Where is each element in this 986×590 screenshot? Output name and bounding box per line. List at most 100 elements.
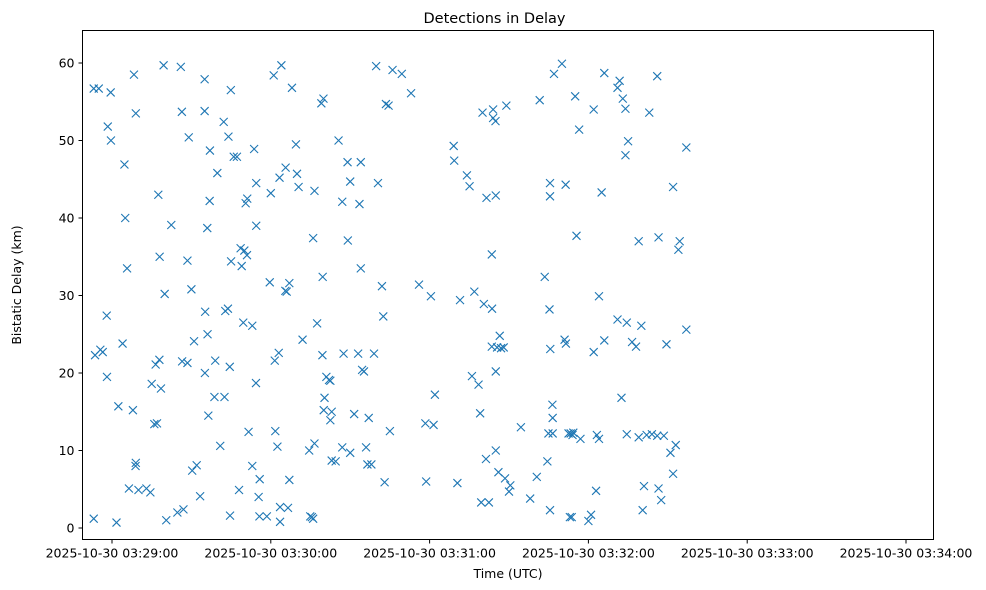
data-point xyxy=(195,491,205,501)
data-point xyxy=(337,197,347,207)
data-point xyxy=(282,287,292,297)
data-point xyxy=(545,505,555,515)
data-point xyxy=(187,466,197,476)
data-point xyxy=(356,263,366,273)
data-point xyxy=(232,152,242,162)
data-point xyxy=(220,392,229,402)
data-point xyxy=(570,91,580,101)
data-point xyxy=(652,71,662,81)
data-point xyxy=(586,510,596,520)
data-point xyxy=(429,420,438,430)
data-point xyxy=(223,304,233,314)
data-point xyxy=(631,342,641,352)
data-point xyxy=(292,169,302,179)
data-point xyxy=(364,413,374,423)
data-point xyxy=(179,505,188,514)
data-point xyxy=(327,407,337,417)
data-point xyxy=(249,144,259,154)
data-point xyxy=(487,304,497,314)
data-point xyxy=(491,116,500,126)
data-point xyxy=(210,356,220,365)
data-point xyxy=(488,105,498,114)
data-point xyxy=(500,474,510,483)
data-point xyxy=(166,220,176,230)
data-point xyxy=(275,517,285,527)
data-point xyxy=(455,295,465,305)
data-point xyxy=(287,83,297,93)
data-point xyxy=(681,143,691,152)
data-point xyxy=(192,460,202,470)
data-point xyxy=(599,68,609,78)
data-point xyxy=(476,498,486,507)
data-point xyxy=(202,223,212,233)
data-point xyxy=(270,426,280,436)
data-point xyxy=(584,516,593,526)
data-point xyxy=(247,461,257,471)
data-point xyxy=(251,378,261,388)
data-point xyxy=(594,434,604,444)
data-point xyxy=(172,508,182,517)
data-point xyxy=(545,191,555,201)
data-point xyxy=(320,393,329,403)
data-point xyxy=(319,94,328,104)
data-point xyxy=(337,443,347,452)
data-point xyxy=(183,358,192,368)
data-point xyxy=(449,156,459,166)
data-point xyxy=(384,101,393,111)
data-point xyxy=(128,405,138,415)
data-point xyxy=(634,432,644,442)
data-point xyxy=(378,312,388,321)
data-point xyxy=(298,335,307,345)
data-point xyxy=(487,250,497,259)
data-point xyxy=(345,448,355,458)
data-point xyxy=(574,125,584,135)
data-point xyxy=(420,418,430,428)
data-point xyxy=(414,280,424,290)
data-point xyxy=(597,188,607,197)
marker-layer xyxy=(89,59,691,527)
data-point xyxy=(241,198,251,208)
data-point xyxy=(576,434,585,444)
data-point xyxy=(469,287,479,297)
data-point xyxy=(363,460,372,469)
data-point xyxy=(262,511,272,521)
data-point xyxy=(373,178,383,188)
data-point xyxy=(496,343,506,353)
data-point xyxy=(622,429,632,439)
data-point xyxy=(501,101,511,111)
data-point xyxy=(176,62,186,72)
data-point xyxy=(200,307,210,317)
data-point xyxy=(449,141,459,151)
data-point xyxy=(153,190,163,200)
data-point xyxy=(540,272,550,282)
data-point xyxy=(557,59,567,69)
data-point xyxy=(516,422,526,432)
data-point xyxy=(103,122,113,131)
data-point xyxy=(102,311,112,321)
x-axis-label: Time (UTC) xyxy=(472,566,542,581)
data-point xyxy=(247,321,257,331)
data-point xyxy=(666,448,675,458)
data-point xyxy=(369,349,379,359)
data-point xyxy=(505,480,515,490)
data-point xyxy=(312,319,322,328)
data-point xyxy=(591,486,601,496)
data-point xyxy=(325,376,335,386)
data-point xyxy=(155,252,165,262)
data-point xyxy=(238,318,248,328)
data-point xyxy=(160,289,170,299)
data-point xyxy=(668,182,678,192)
data-point xyxy=(499,343,509,352)
data-point xyxy=(106,136,116,145)
data-point xyxy=(397,69,407,79)
data-point xyxy=(371,61,381,71)
data-point xyxy=(325,415,335,425)
data-point xyxy=(548,400,557,410)
data-point xyxy=(621,104,630,114)
data-point xyxy=(106,88,116,97)
data-point xyxy=(276,60,286,70)
data-point xyxy=(331,456,341,466)
data-point xyxy=(224,132,233,142)
plot-frame xyxy=(82,30,934,540)
